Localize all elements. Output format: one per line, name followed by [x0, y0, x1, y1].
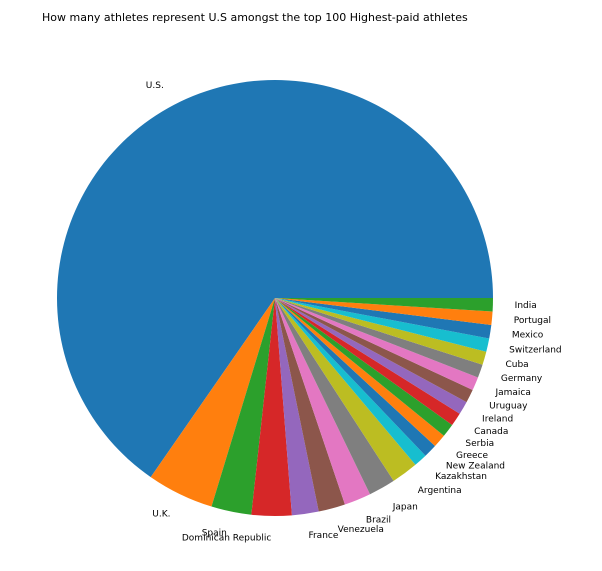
pie-label-germany: Germany	[501, 374, 543, 384]
pie-label-jamaica: Jamaica	[494, 388, 530, 398]
pie-slice-uruguay	[275, 298, 473, 403]
pie-label-serbia: Serbia	[465, 439, 494, 449]
pie-label-switzerland: Switzerland	[509, 345, 562, 355]
pie-label-japan: Japan	[392, 502, 418, 512]
pie-slice-brazil	[275, 298, 371, 505]
pie-label-new-zealand: New Zealand	[446, 462, 505, 472]
pie-slice-serbia	[275, 298, 453, 436]
pie-slice-switzerland	[275, 298, 490, 352]
pie-label-spain: Spain	[202, 528, 227, 538]
pie-label-mexico: Mexico	[512, 331, 544, 341]
pie-slice-greece	[275, 298, 444, 447]
pie-slice-india	[275, 298, 493, 312]
pie-label-france: France	[308, 531, 338, 541]
pie-label-argentina: Argentina	[418, 486, 462, 496]
pie-label-u-s: U.S.	[146, 81, 164, 91]
pie-label-india: India	[515, 301, 537, 311]
pie-slice-france	[275, 298, 319, 516]
pie-label-brazil: Brazil	[366, 515, 391, 525]
pie-label-uruguay: Uruguay	[489, 401, 528, 411]
pie-slice-jamaica	[275, 298, 478, 390]
pie-slice-spain	[211, 298, 275, 515]
pie-slice-portugal	[275, 298, 493, 326]
pie-label-greece: Greece	[456, 451, 488, 461]
pie-slice-cuba	[275, 298, 487, 365]
pie-slice-venezuela	[275, 298, 345, 512]
pie-label-u-k: U.K.	[152, 509, 170, 519]
pie-slice-u-s	[56, 79, 493, 478]
pie-slice-u-k	[150, 298, 275, 507]
pie-slice-canada	[275, 298, 460, 426]
pie-slice-kazakhstan	[275, 298, 426, 465]
pie-slice-germany	[275, 298, 483, 378]
pie-label-cuba: Cuba	[505, 360, 528, 370]
pie-label-ireland: Ireland	[482, 414, 513, 424]
pie-slice-mexico	[275, 298, 492, 339]
chart-title: How many athletes represent U.S amongst …	[42, 11, 468, 24]
pie-label-portugal: Portugal	[514, 316, 551, 326]
pie-slice-dominican-republic	[251, 298, 292, 516]
pie-slice-japan	[275, 298, 394, 495]
pie-slice-new-zealand	[275, 298, 436, 456]
pie-slices	[56, 79, 493, 516]
pie-slice-ireland	[275, 298, 467, 414]
pie-label-canada: Canada	[474, 427, 508, 437]
pie-slice-argentina	[275, 298, 416, 481]
pie-label-venezuela: Venezuela	[338, 525, 384, 535]
pie-label-dominican-republic: Dominican Republic	[182, 533, 271, 543]
pie-label-kazakhstan: Kazakhstan	[435, 472, 487, 482]
